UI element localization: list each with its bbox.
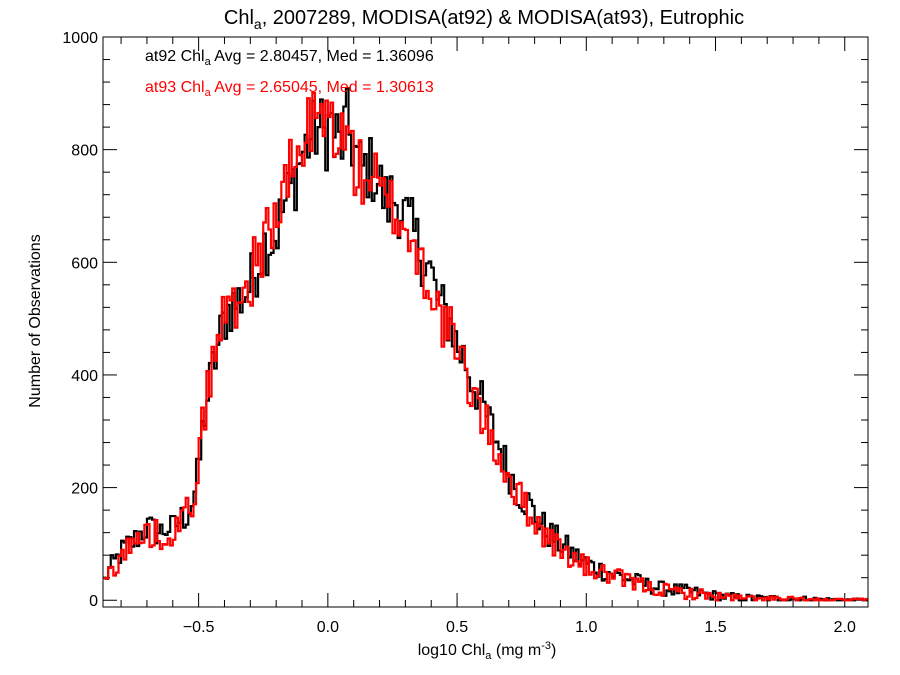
title-part: Chl: [224, 7, 254, 29]
x-tick-label: 2.0: [834, 619, 856, 636]
xlabel-part: (mg m: [491, 642, 541, 659]
title-part: , 2007289, MODISA(at92) & MODISA(at93), …: [262, 7, 744, 29]
series-line-1: [103, 92, 868, 602]
chart-title: Chla, 2007289, MODISA(at92) & MODISA(at9…: [224, 7, 744, 32]
annotation-part: at92 Chl: [145, 48, 205, 65]
x-tick-label: −0.5: [183, 619, 215, 636]
y-tick-label: 0: [89, 593, 98, 610]
y-axis-label: Number of Observations: [27, 234, 44, 407]
y-tick-label: 200: [71, 481, 98, 498]
x-axis-label: log10 Chla (mg m-3): [418, 640, 557, 662]
title-subscript: a: [254, 16, 262, 32]
xlabel-superscript: -3: [541, 640, 551, 652]
annotation-subscript: a: [205, 87, 212, 99]
annotation-subscript: a: [205, 56, 212, 68]
y-tick-label: 800: [71, 143, 98, 160]
x-tick-label: 0.5: [446, 619, 468, 636]
annotation-at93: at93 Chla Avg = 2.65045, Med = 1.30613: [145, 79, 434, 99]
y-tick-label: 600: [71, 255, 98, 272]
xlabel-subscript: a: [485, 650, 492, 662]
x-tick-label: 0.0: [317, 619, 339, 636]
y-tick-label: 400: [71, 368, 98, 385]
annotation-part: at93 Chl: [145, 79, 205, 96]
y-tick-labels: 0 200 400 600 800 1000: [62, 30, 98, 610]
xlabel-part: ): [551, 642, 556, 659]
x-tick-label: 1.0: [575, 619, 597, 636]
axis-ticks: [103, 36, 868, 607]
annotation-part: Avg = 2.65045, Med = 1.30613: [211, 79, 434, 96]
series-group: [103, 87, 868, 602]
xlabel-part: log10 Chl: [418, 642, 486, 659]
annotation-part: Avg = 2.80457, Med = 1.36096: [211, 48, 434, 65]
x-tick-label: 1.5: [704, 619, 726, 636]
plot-frame: [102, 36, 869, 608]
y-tick-label: 1000: [62, 30, 98, 47]
x-tick-labels: −0.5 0.0 0.5 1.0 1.5 2.0: [183, 619, 856, 636]
annotation-at92: at92 Chla Avg = 2.80457, Med = 1.36096: [145, 48, 434, 68]
